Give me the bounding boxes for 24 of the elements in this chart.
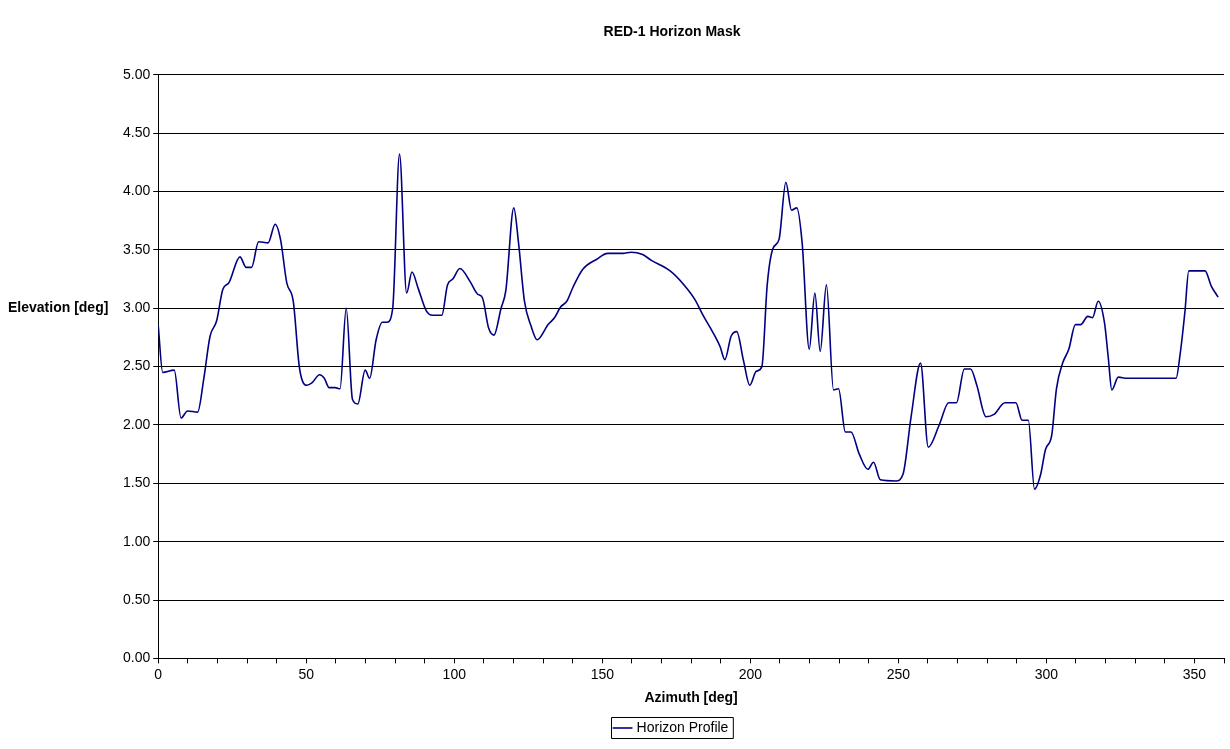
y-tick-label: 4.50: [123, 124, 151, 141]
y-axis-title: Elevation [deg]: [8, 299, 109, 316]
y-tick-label: 3.00: [123, 299, 151, 316]
y-tick-label: 0.00: [123, 649, 151, 666]
y-tick-label: 0.50: [123, 590, 151, 607]
x-tick-label: 50: [298, 665, 315, 682]
x-tick-label: 0: [154, 665, 163, 682]
chart-title: RED-1 Horizon Mask: [603, 23, 741, 40]
x-axis-title: Azimuth [deg]: [644, 689, 738, 706]
x-tick-label: 200: [738, 665, 763, 682]
x-tick-label: 100: [442, 665, 467, 682]
y-tick-label: 4.00: [123, 182, 151, 199]
line-series: [158, 153, 1219, 490]
legend-label: Horizon Profile: [636, 718, 729, 735]
x-tick-label: 150: [590, 665, 615, 682]
x-tick-label: 250: [886, 665, 911, 682]
y-tick-label: 1.50: [123, 474, 151, 491]
x-tick-label: 350: [1182, 665, 1207, 682]
x-tick-label: 300: [1034, 665, 1059, 682]
y-tick-label: 5.00: [123, 65, 151, 82]
y-tick-label: 2.50: [123, 357, 151, 374]
y-tick-label: 3.50: [123, 240, 151, 257]
y-tick-label: 2.00: [123, 415, 151, 432]
y-tick-label: 1.00: [123, 532, 151, 549]
